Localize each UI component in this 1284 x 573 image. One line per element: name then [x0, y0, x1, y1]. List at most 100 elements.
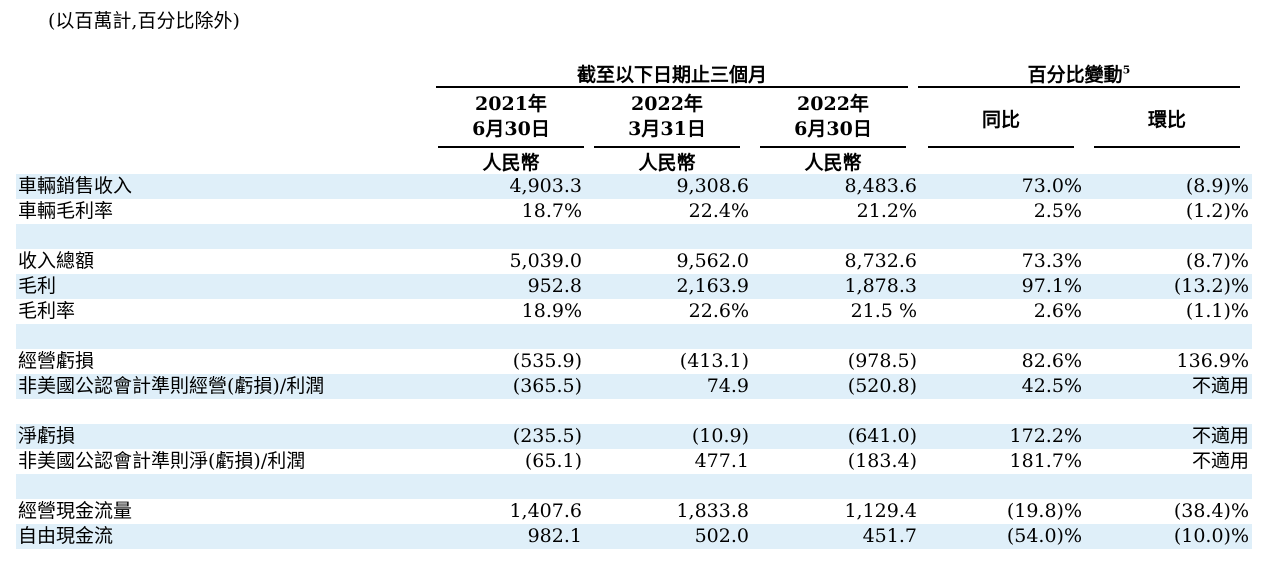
row-value: 82.6%: [1021, 350, 1082, 372]
footnote-marker: 5: [1122, 63, 1131, 77]
row-label: 毛利率: [18, 300, 76, 322]
spacer-row: [16, 399, 1252, 424]
row-value: 136.9%: [1176, 350, 1249, 372]
table-row: 非美國公認會計準則淨(虧損)/利潤 (65.1) 477.1 (183.4) 181.7…: [16, 449, 1252, 474]
col-year: 2022年: [797, 93, 869, 115]
col-date: 3月31日: [628, 118, 706, 140]
currency-label: 人民幣: [482, 152, 540, 174]
table-row: 毛利 952.8 2,163.9 1,878.3 97.1% (13.2)%: [16, 274, 1252, 299]
row-value: (38.4)%: [1173, 500, 1249, 522]
spacer-row: [16, 224, 1252, 249]
col-rule: [438, 146, 584, 148]
row-value: (1.1)%: [1185, 300, 1249, 322]
row-value: 1,833.8: [676, 500, 749, 522]
row-value: 952.8: [527, 275, 582, 297]
row-value: 73.0%: [1021, 175, 1082, 197]
row-value: (8.9)%: [1185, 175, 1249, 197]
row-value: 42.5%: [1021, 375, 1082, 397]
row-value: (365.5): [512, 375, 582, 397]
row-value: (520.8): [847, 375, 917, 397]
row-value: 73.3%: [1021, 250, 1082, 272]
row-label: 經營現金流量: [18, 500, 133, 522]
row-value: (8.7)%: [1185, 250, 1249, 272]
col-year: 2022年: [631, 93, 703, 115]
row-value: 不適用: [1191, 450, 1249, 472]
col-header-yoy: 同比: [981, 109, 1020, 131]
row-value: 9,562.0: [676, 250, 749, 272]
row-label: 車輛銷售收入: [18, 175, 133, 197]
row-value: (535.9): [512, 350, 582, 372]
row-value: 74.9: [706, 375, 749, 397]
row-value: 97.1%: [1021, 275, 1082, 297]
col-rule: [594, 146, 740, 148]
row-value: 5,039.0: [509, 250, 582, 272]
row-value: 2.6%: [1033, 300, 1082, 322]
row-label: 車輛毛利率: [18, 200, 114, 222]
row-value: 9,308.6: [676, 175, 749, 197]
row-value: 982.1: [527, 525, 582, 547]
row-label: 淨虧損: [18, 425, 76, 447]
row-label: 毛利: [18, 275, 57, 297]
row-value: (1.2)%: [1185, 200, 1249, 222]
row-value: 4,903.3: [509, 175, 582, 197]
table-row: 收入總額 5,039.0 9,562.0 8,732.6 73.3% (8.7)%: [16, 249, 1252, 274]
row-value: 172.2%: [1009, 425, 1082, 447]
row-value: 不適用: [1191, 375, 1249, 397]
row-label: 收入總額: [18, 250, 95, 272]
row-value: 2,163.9: [676, 275, 749, 297]
row-value: (54.0)%: [1006, 525, 1082, 547]
col-year: 2021年: [475, 93, 547, 115]
currency-label: 人民幣: [804, 152, 862, 174]
row-value: 21.5 %: [850, 300, 917, 322]
row-value: (641.0): [847, 425, 917, 447]
col-rule: [760, 146, 906, 148]
unit-note: (以百萬計,百分比除外): [48, 10, 240, 32]
table-row: 非美國公認會計準則經營(虧損)/利潤 (365.5) 74.9 (520.8) 42.5…: [16, 374, 1252, 399]
spacer-row: [16, 324, 1252, 349]
row-value: 22.6%: [688, 300, 749, 322]
row-value: (183.4): [847, 450, 917, 472]
row-value: (13.2)%: [1173, 275, 1249, 297]
row-value: 22.4%: [688, 200, 749, 222]
row-value: 21.2%: [856, 200, 917, 222]
row-label: 經營虧損: [18, 350, 95, 372]
row-value: (235.5): [512, 425, 582, 447]
row-value: 18.9%: [521, 300, 582, 322]
col-date: 6月30日: [472, 118, 550, 140]
row-value: 477.1: [694, 450, 749, 472]
row-value: (10.9): [691, 425, 749, 447]
row-value: 1,878.3: [844, 275, 917, 297]
row-value: (10.0)%: [1173, 525, 1249, 547]
change-group-rule: [918, 86, 1240, 88]
row-value: 8,483.6: [844, 175, 917, 197]
table-row: 車輛銷售收入 4,903.3 9,308.6 8,483.6 73.0% (8.9)%: [16, 174, 1252, 199]
change-group-label: 百分比變動: [1027, 64, 1123, 86]
row-value: 1,129.4: [844, 500, 917, 522]
row-label: 非美國公認會計準則淨(虧損)/利潤: [18, 450, 306, 472]
period-group-rule: [436, 86, 908, 88]
col-header-2022-06-30: 2022年 6月30日: [760, 92, 906, 142]
row-label: 非美國公認會計準則經營(虧損)/利潤: [18, 375, 325, 397]
row-value: 2.5%: [1033, 200, 1082, 222]
currency-label: 人民幣: [638, 152, 696, 174]
col-rule: [928, 146, 1074, 148]
row-value: 181.7%: [1009, 450, 1082, 472]
table-row: 經營虧損 (535.9) (413.1) (978.5) 82.6% 136.9%: [16, 349, 1252, 374]
change-group-header: 百分比變動5: [918, 60, 1240, 87]
table-row: 毛利率 18.9% 22.6% 21.5 % 2.6% (1.1)%: [16, 299, 1252, 324]
col-rule: [1094, 146, 1240, 148]
col-header-qoq: 環比: [1147, 109, 1186, 131]
row-value: 502.0: [694, 525, 749, 547]
row-value: 8,732.6: [844, 250, 917, 272]
table-row: 經營現金流量 1,407.6 1,833.8 1,129.4 (19.8)% (38.4)…: [16, 499, 1252, 524]
row-value: 不適用: [1191, 425, 1249, 447]
table-row: 自由現金流 982.1 502.0 451.7 (54.0)% (10.0)%: [16, 524, 1252, 549]
spacer-row: [16, 474, 1252, 499]
period-group-header: 截至以下日期止三個月: [576, 64, 767, 86]
row-value: (19.8)%: [1006, 500, 1082, 522]
row-value: (65.1): [524, 450, 582, 472]
row-value: (413.1): [679, 350, 749, 372]
table-row: 車輛毛利率 18.7% 22.4% 21.2% 2.5% (1.2)%: [16, 199, 1252, 224]
row-label: 自由現金流: [18, 525, 114, 547]
col-header-2021-06-30: 2021年 6月30日: [438, 92, 584, 142]
